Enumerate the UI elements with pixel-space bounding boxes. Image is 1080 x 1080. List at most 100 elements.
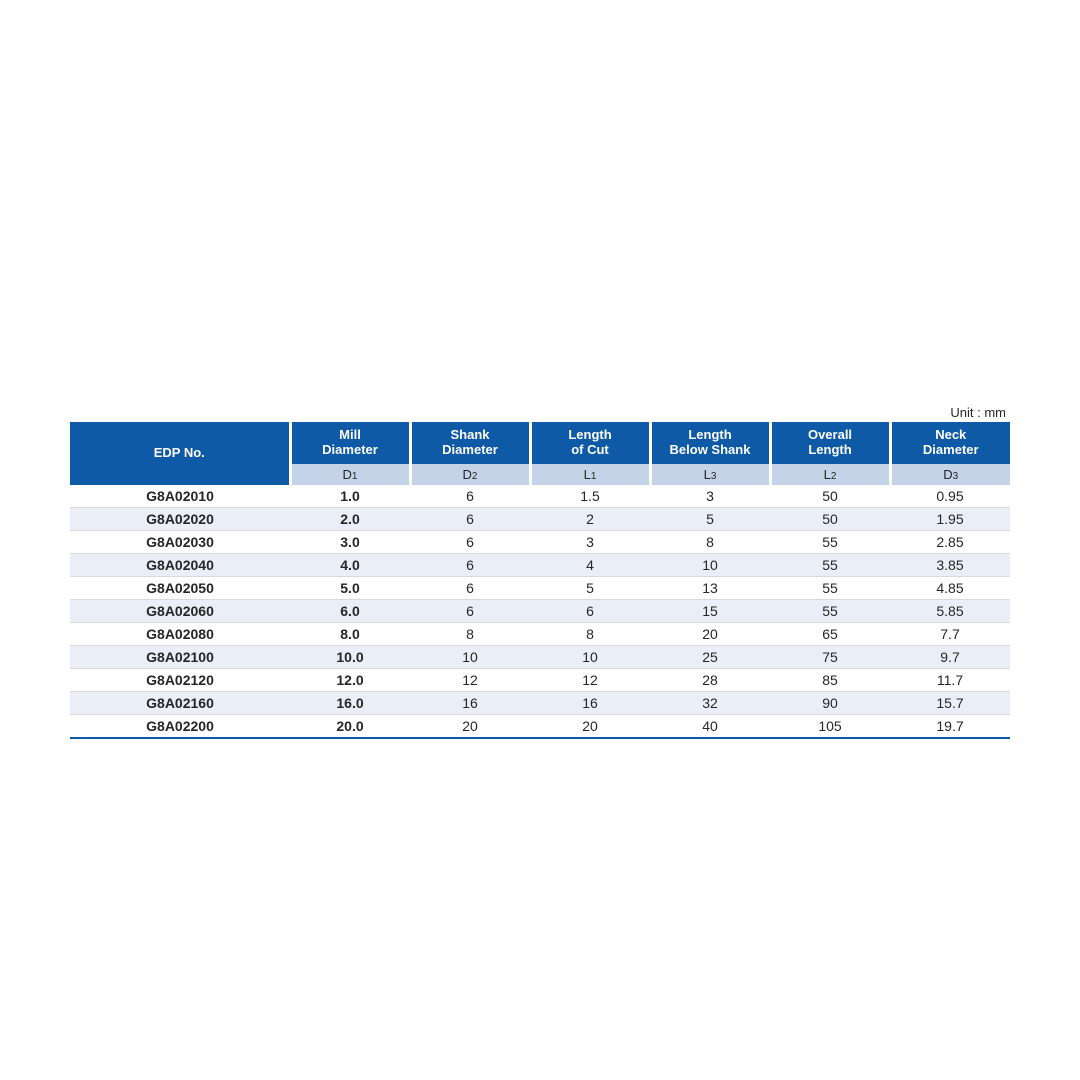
col-header-shank: ShankDiameter	[410, 422, 530, 464]
cell-value: 50	[770, 485, 890, 508]
table-row: G8A0210010.0101025759.7	[70, 645, 1010, 668]
cell-value: 6.0	[290, 599, 410, 622]
cell-edp: G8A02120	[70, 668, 290, 691]
cell-value: 75	[770, 645, 890, 668]
table-row: G8A0212012.01212288511.7	[70, 668, 1010, 691]
cell-value: 2.0	[290, 507, 410, 530]
sym-l2: L2	[770, 464, 890, 485]
sym-d2: D2	[410, 464, 530, 485]
cell-value: 1.5	[530, 485, 650, 508]
cell-value: 8	[410, 622, 530, 645]
cell-value: 19.7	[890, 714, 1010, 738]
cell-value: 12	[530, 668, 650, 691]
cell-value: 6	[410, 553, 530, 576]
cell-value: 15	[650, 599, 770, 622]
cell-value: 6	[410, 530, 530, 553]
cell-value: 85	[770, 668, 890, 691]
cell-value: 16	[410, 691, 530, 714]
cell-edp: G8A02080	[70, 622, 290, 645]
header-row: EDP No. MillDiameter ShankDiameter Lengt…	[70, 422, 1010, 464]
cell-edp: G8A02050	[70, 576, 290, 599]
col-header-neck: NeckDiameter	[890, 422, 1010, 464]
spec-table-container: Unit : mm EDP No. MillDiameter ShankDiam…	[70, 405, 1010, 739]
table-row: G8A020101.061.53500.95	[70, 485, 1010, 508]
col-header-lbs: LengthBelow Shank	[650, 422, 770, 464]
cell-value: 8.0	[290, 622, 410, 645]
cell-value: 12.0	[290, 668, 410, 691]
cell-value: 8	[650, 530, 770, 553]
col-header-overall: OverallLength	[770, 422, 890, 464]
cell-edp: G8A02200	[70, 714, 290, 738]
cell-value: 65	[770, 622, 890, 645]
cell-value: 6	[410, 485, 530, 508]
table-row: G8A020202.0625501.95	[70, 507, 1010, 530]
cell-value: 105	[770, 714, 890, 738]
cell-value: 55	[770, 576, 890, 599]
sym-l1: L1	[530, 464, 650, 485]
table-body: G8A020101.061.53500.95G8A020202.0625501.…	[70, 485, 1010, 738]
cell-value: 3.0	[290, 530, 410, 553]
cell-value: 55	[770, 530, 890, 553]
cell-value: 5.0	[290, 576, 410, 599]
cell-value: 10	[530, 645, 650, 668]
page: Unit : mm EDP No. MillDiameter ShankDiam…	[0, 0, 1080, 1080]
cell-value: 40	[650, 714, 770, 738]
cell-edp: G8A02160	[70, 691, 290, 714]
cell-value: 15.7	[890, 691, 1010, 714]
cell-value: 4	[530, 553, 650, 576]
cell-value: 4.0	[290, 553, 410, 576]
sym-l3: L3	[650, 464, 770, 485]
cell-edp: G8A02030	[70, 530, 290, 553]
cell-value: 25	[650, 645, 770, 668]
cell-value: 4.85	[890, 576, 1010, 599]
cell-value: 13	[650, 576, 770, 599]
cell-value: 5.85	[890, 599, 1010, 622]
col-header-loc: Lengthof Cut	[530, 422, 650, 464]
sym-d3: D3	[890, 464, 1010, 485]
cell-value: 12	[410, 668, 530, 691]
cell-value: 55	[770, 599, 890, 622]
cell-value: 3.85	[890, 553, 1010, 576]
cell-value: 20	[530, 714, 650, 738]
cell-value: 20.0	[290, 714, 410, 738]
cell-edp: G8A02060	[70, 599, 290, 622]
cell-value: 20	[650, 622, 770, 645]
table-head: EDP No. MillDiameter ShankDiameter Lengt…	[70, 422, 1010, 485]
cell-value: 16	[530, 691, 650, 714]
cell-value: 50	[770, 507, 890, 530]
cell-value: 10	[410, 645, 530, 668]
cell-value: 11.7	[890, 668, 1010, 691]
cell-value: 10	[650, 553, 770, 576]
table-row: G8A020808.08820657.7	[70, 622, 1010, 645]
cell-value: 0.95	[890, 485, 1010, 508]
cell-value: 5	[650, 507, 770, 530]
table-row: G8A0216016.01616329015.7	[70, 691, 1010, 714]
cell-value: 20	[410, 714, 530, 738]
table-row: G8A020505.06513554.85	[70, 576, 1010, 599]
cell-value: 28	[650, 668, 770, 691]
cell-edp: G8A02100	[70, 645, 290, 668]
cell-value: 9.7	[890, 645, 1010, 668]
cell-value: 90	[770, 691, 890, 714]
cell-value: 6	[530, 599, 650, 622]
table-row: G8A020404.06410553.85	[70, 553, 1010, 576]
cell-value: 6	[410, 576, 530, 599]
cell-value: 1.0	[290, 485, 410, 508]
cell-value: 8	[530, 622, 650, 645]
cell-value: 3	[650, 485, 770, 508]
cell-value: 3	[530, 530, 650, 553]
cell-edp: G8A02010	[70, 485, 290, 508]
cell-value: 55	[770, 553, 890, 576]
table-row: G8A020606.06615555.85	[70, 599, 1010, 622]
cell-value: 1.95	[890, 507, 1010, 530]
table-row: G8A0220020.020204010519.7	[70, 714, 1010, 738]
cell-edp: G8A02020	[70, 507, 290, 530]
sym-d1: D1	[290, 464, 410, 485]
cell-value: 5	[530, 576, 650, 599]
table-row: G8A020303.0638552.85	[70, 530, 1010, 553]
cell-value: 7.7	[890, 622, 1010, 645]
cell-value: 32	[650, 691, 770, 714]
cell-value: 2.85	[890, 530, 1010, 553]
cell-value: 10.0	[290, 645, 410, 668]
cell-value: 2	[530, 507, 650, 530]
